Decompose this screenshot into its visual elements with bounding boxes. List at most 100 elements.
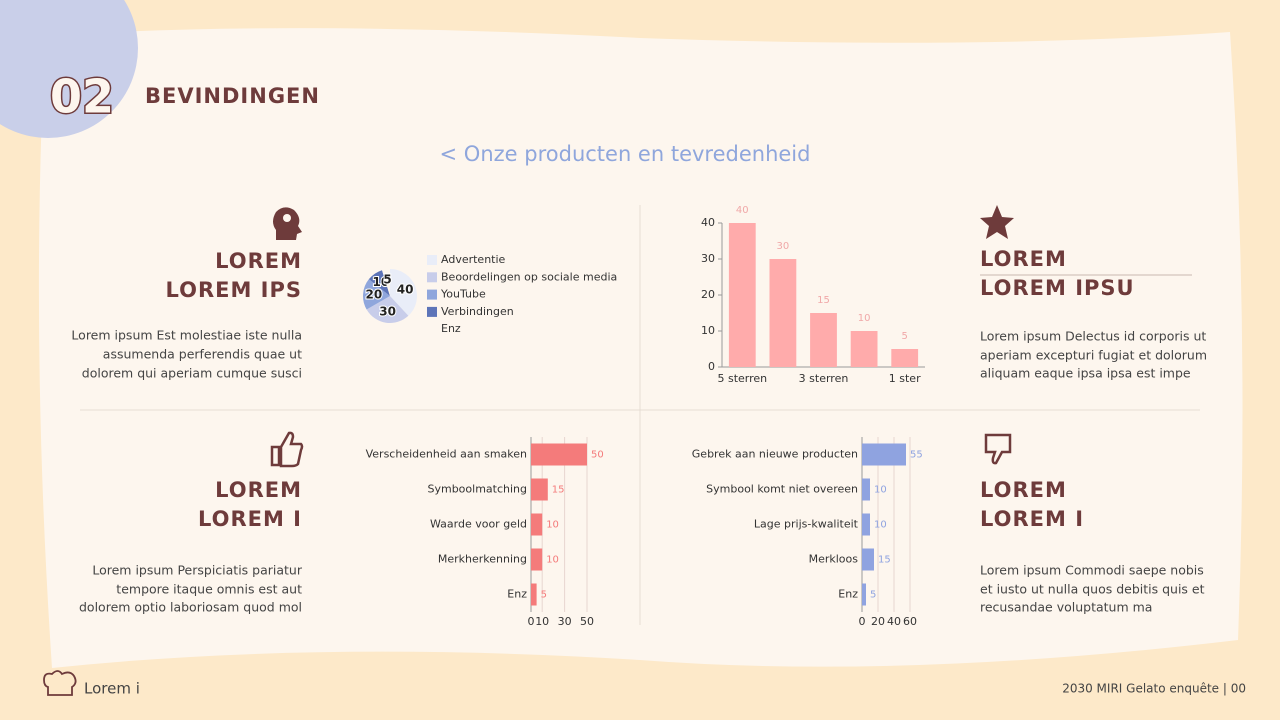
pie-slice (366, 296, 409, 324)
block-heading: LOREM (980, 247, 1067, 271)
value-label: 10 (874, 520, 887, 531)
bar (531, 583, 537, 606)
bar (862, 478, 870, 501)
value-label: 15 (817, 295, 830, 306)
block-body: aperiam excepturi fugiat et dolorum (980, 348, 1207, 363)
block-body: Lorem ipsum Est molestiae iste nulla (71, 328, 302, 343)
block-heading: LOREM (215, 249, 302, 273)
category-label: Merkloos (809, 553, 859, 566)
star-icon (980, 205, 1014, 239)
block-heading: LOREM IPS (165, 278, 302, 302)
x-tick-label: 20 (871, 615, 885, 628)
bar (862, 513, 870, 536)
footer-right: 2030 MIRI Gelato enquête | 00 (1062, 682, 1246, 696)
category-label: Enz (507, 588, 527, 601)
category-label: Lage prijs-kwaliteit (754, 518, 859, 531)
value-label: 40 (736, 205, 749, 216)
chef-hat-icon (43, 670, 77, 696)
bar (531, 443, 587, 466)
head-icon (273, 207, 302, 240)
block-body: et iusto ut nulla quos debitis quis et (980, 582, 1205, 597)
section-title: BEVINDINGEN (145, 84, 320, 108)
block-body: tempore itaque omnis est aut (116, 582, 302, 597)
bar (728, 223, 756, 367)
y-tick-label: 10 (701, 324, 715, 337)
block-body: Lorem ipsum Perspiciatis pariatur (92, 563, 302, 578)
value-label: 10 (546, 520, 559, 531)
category-label: Gebrek aan nieuwe producten (692, 448, 858, 461)
x-tick-label: 5 sterren (717, 372, 767, 385)
block-body: dolorem optio laboriosam quod mol (79, 600, 302, 615)
x-tick-label: 3 sterren (799, 372, 849, 385)
category-label: Enz (838, 588, 858, 601)
bar (862, 443, 906, 466)
block-body: Lorem ipsum Commodi saepe nobis (980, 563, 1204, 578)
x-tick-label: 0 (859, 615, 866, 628)
legend-swatch (427, 306, 437, 317)
bar (769, 259, 797, 367)
block-heading: LOREM I (198, 507, 302, 531)
legend-label: YouTube (440, 288, 486, 301)
block-body: Lorem ipsum Delectus id corporis ut (980, 329, 1206, 344)
value-label: 55 (910, 450, 923, 461)
x-tick-label: 1 ster (889, 372, 921, 385)
x-tick-label: 50 (580, 615, 594, 628)
section-number: 02 (50, 70, 114, 124)
pie-slice (382, 269, 390, 296)
y-tick-label: 20 (701, 288, 715, 301)
pie-slice (363, 279, 390, 310)
bar (862, 583, 866, 606)
pie-label: 5 (383, 272, 391, 286)
pie-slice (390, 269, 417, 316)
value-label: 10 (546, 555, 559, 566)
legend-label: Enz (441, 322, 461, 335)
y-tick-label: 30 (701, 252, 715, 265)
x-tick-label: 0 (528, 615, 535, 628)
legend-label: Verbindingen (441, 305, 514, 318)
value-label: 10 (874, 485, 887, 496)
y-tick-label: 0 (708, 360, 715, 373)
legend-swatch (427, 255, 437, 265)
x-tick-label: 60 (903, 615, 917, 628)
x-tick-label: 10 (535, 615, 549, 628)
value-label: 15 (878, 555, 891, 566)
thumbs-up-icon (270, 431, 304, 468)
category-label: Waarde voor geld (430, 518, 527, 531)
value-label: 5 (541, 590, 547, 601)
block-heading: LOREM IPSU (980, 276, 1135, 300)
value-label: 15 (552, 485, 565, 496)
legend-label: Advertentie (441, 253, 506, 266)
pie-slice (368, 270, 390, 296)
bar (850, 331, 878, 367)
corner-circle (0, 0, 138, 138)
bulb (283, 214, 291, 222)
subtitle: < Onze producten en tevredenheid (440, 142, 811, 166)
category-label: Symboolmatching (427, 483, 527, 496)
block-body: assumenda perferendis quae ut (103, 347, 302, 362)
legend-swatch (427, 289, 437, 300)
thumbs-down-icon (984, 433, 1012, 465)
legend-swatch (427, 324, 437, 335)
x-tick-label: 30 (558, 615, 572, 628)
block-body: aliquam eaque ipsa ipsa est impe (980, 366, 1191, 381)
bar (531, 548, 543, 571)
value-label: 10 (858, 313, 871, 324)
legend-label: Beoordelingen op sociale media (441, 270, 617, 283)
block-heading: LOREM (980, 478, 1067, 502)
value-label: 5 (902, 331, 908, 342)
bar (862, 548, 874, 571)
value-label: 30 (777, 241, 790, 252)
block-heading: LOREM I (980, 507, 1084, 531)
bar (891, 349, 919, 367)
bar (810, 313, 837, 367)
legend-swatch (427, 272, 437, 283)
category-label: Merkherkenning (438, 553, 527, 566)
category-label: Symbool komt niet overeen (706, 483, 858, 496)
footer-left: Lorem i (84, 680, 140, 698)
card (38, 28, 1243, 668)
value-label: 50 (591, 450, 604, 461)
block-body: dolorem qui aperiam cumque susci (82, 366, 302, 381)
x-tick-label: 40 (887, 615, 901, 628)
